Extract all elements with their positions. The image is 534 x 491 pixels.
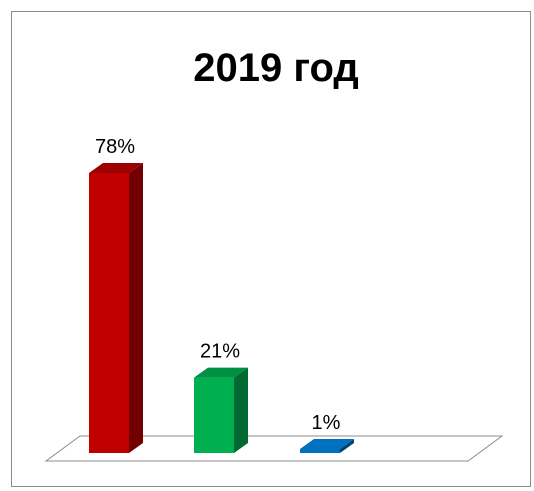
bar-1-top — [89, 162, 143, 173]
data-label-2: 21% — [200, 341, 240, 363]
bar-3-top — [300, 439, 354, 449]
data-label-3: 1% — [312, 412, 341, 434]
bar-1-front — [89, 172, 129, 454]
bar-2-top — [194, 367, 248, 378]
bar-2-side — [234, 367, 248, 453]
bar-1 — [89, 162, 143, 454]
bars-layer — [89, 162, 354, 454]
bar-2-front — [194, 377, 234, 453]
data-labels-layer: 78% 21% 1% — [95, 136, 341, 434]
bar-3 — [300, 439, 354, 453]
chart-floor — [44, 435, 504, 462]
data-label-1: 78% — [95, 136, 135, 158]
bar-1-side — [129, 162, 143, 454]
bar-3-side — [340, 439, 354, 453]
bar-2 — [194, 367, 248, 453]
bar-3-front — [300, 449, 340, 453]
chart-title: 2019 год — [193, 46, 359, 90]
